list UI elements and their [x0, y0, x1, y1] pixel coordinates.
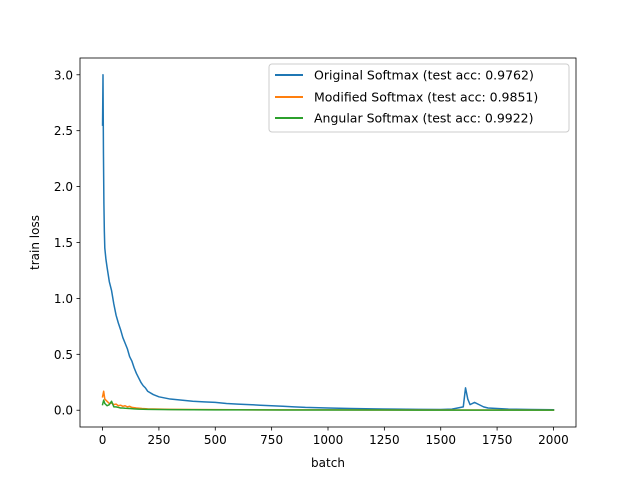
x-tick-label: 0 [99, 433, 107, 447]
x-tick-label: 500 [204, 433, 227, 447]
x-tick-label: 1000 [313, 433, 344, 447]
y-axis: 0.0 0.5 1.0 1.5 2.0 2.5 3.0 [54, 68, 80, 418]
x-tick-label: 250 [147, 433, 170, 447]
y-tick-label: 1.5 [54, 236, 73, 250]
x-tick-label: 1500 [425, 433, 456, 447]
legend-label-original: Original Softmax (test acc: 0.9762) [314, 68, 534, 83]
y-axis-label: train loss [28, 215, 42, 270]
y-tick-label: 1.0 [54, 292, 73, 306]
y-tick-label: 2.5 [54, 124, 73, 138]
y-tick-label: 0.0 [54, 404, 73, 418]
x-axis: 0 250 500 750 1000 1250 1500 1750 2000 [99, 427, 569, 447]
x-tick-label: 1750 [482, 433, 513, 447]
y-tick-label: 0.5 [54, 348, 73, 362]
legend-label-angular: Angular Softmax (test acc: 0.9922) [314, 111, 534, 126]
x-tick-label: 2000 [538, 433, 569, 447]
legend-box [268, 63, 570, 133]
y-tick-label: 2.0 [54, 180, 73, 194]
x-tick-label: 750 [260, 433, 283, 447]
legend-label-modified: Modified Softmax (test acc: 0.9851) [314, 90, 538, 105]
legend: Original Softmax (test acc: 0.9762) Modi… [268, 63, 570, 133]
y-tick-label: 3.0 [54, 68, 73, 82]
x-tick-label: 1250 [369, 433, 400, 447]
series-line-angular-softmax [101, 399, 555, 411]
x-axis-label: batch [311, 456, 345, 470]
series-group [101, 74, 555, 411]
series-line-original-softmax [101, 74, 555, 411]
